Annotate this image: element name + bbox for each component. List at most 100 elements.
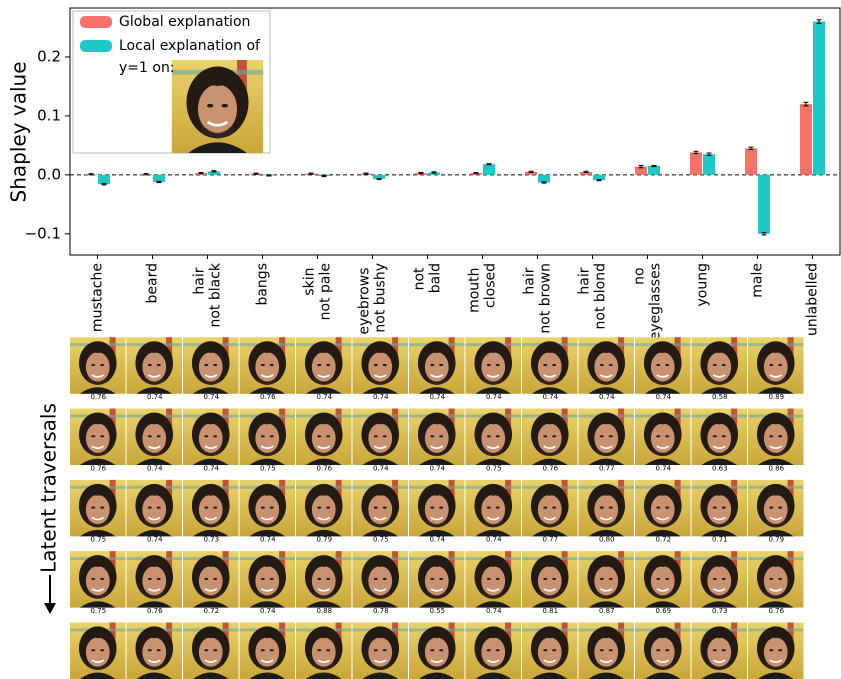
traversal-image [635, 622, 691, 679]
traversal-image [578, 408, 634, 466]
traversal-image [409, 337, 465, 394]
traversal-score: 0.74 [260, 607, 276, 615]
traversal-image [239, 479, 295, 537]
traversal-image [635, 550, 691, 608]
traversal-image [70, 408, 126, 466]
arrow-head [44, 603, 56, 614]
traversal-image [522, 479, 578, 537]
traversal-label: Latent traversals [37, 403, 61, 573]
traversal-score: 0.55 [429, 607, 445, 615]
traversal-score: 0.74 [429, 464, 445, 472]
traversal-image [183, 337, 239, 394]
traversal-image [352, 622, 408, 679]
x-tick-group: bangs [255, 263, 271, 306]
traversal-score: 0.76 [768, 607, 784, 615]
bar [758, 174, 770, 234]
bar [580, 171, 592, 175]
traversal-score: 0.74 [655, 393, 671, 401]
y-tick-label: 0.0 [37, 165, 61, 183]
traversal-image [748, 408, 804, 466]
traversal-image [465, 550, 521, 608]
x-tick-group: mustache [90, 263, 106, 332]
traversal-score: 0.74 [429, 393, 445, 401]
bar [690, 152, 702, 175]
traversal-score: 0.74 [260, 536, 276, 544]
plot-frame [69, 7, 841, 256]
traversal-image [748, 622, 804, 679]
traversal-image [578, 337, 634, 394]
x-tick-group: hair not brown [522, 263, 554, 334]
traversal-score: 0.81 [542, 607, 558, 615]
traversal-image [635, 408, 691, 466]
traversal-score: 0.74 [203, 393, 219, 401]
traversal-score: 0.74 [655, 464, 671, 472]
traversal-image [296, 622, 352, 679]
traversal-image [578, 622, 634, 679]
x-tick-label: eyebrows not bushy [357, 263, 389, 335]
bar [538, 174, 550, 183]
x-tick-label: beard [145, 263, 161, 303]
traversal-image [352, 408, 408, 466]
x-tick-group: no eyeglasses [632, 263, 664, 340]
y-tick-label: 0.2 [37, 47, 61, 65]
bar [153, 174, 165, 182]
traversal-image [70, 337, 126, 394]
x-tick-label: mouth closed [467, 263, 499, 313]
traversal-score: 0.75 [90, 536, 106, 544]
traversal-image [352, 479, 408, 537]
x-tick-label: unlabelled [805, 263, 821, 336]
traversal-score: 0.86 [768, 464, 784, 472]
x-tick-label: bangs [255, 263, 271, 306]
traversal-score: 0.74 [599, 393, 615, 401]
x-tick-label: mustache [90, 263, 106, 332]
traversal-image [352, 337, 408, 394]
bar [800, 104, 812, 175]
traversal-score: 0.75 [373, 536, 389, 544]
bar [703, 154, 715, 175]
bar [373, 174, 385, 179]
traversal-score: 0.76 [90, 393, 106, 401]
x-tick-group: hair not blond [577, 263, 609, 329]
traversal-score: 0.74 [429, 536, 445, 544]
legend: Global explanation Local explanation of y… [72, 10, 271, 154]
traversal-image [635, 337, 691, 394]
x-tick-label: hair not black [192, 262, 224, 327]
x-tick-label: not bald [412, 263, 444, 293]
traversal-image [239, 622, 295, 679]
traversal-score: 0.72 [655, 536, 671, 544]
traversal-score: 0.74 [373, 393, 389, 401]
traversal-score: 0.75 [90, 607, 106, 615]
traversal-image [409, 550, 465, 608]
legend-label: Local explanation of y=1 on: [119, 38, 264, 76]
traversal-score: 0.76 [90, 464, 106, 472]
traversal-score: 0.87 [599, 607, 615, 615]
bar [483, 164, 495, 175]
traversal-score: 0.76 [147, 607, 163, 615]
bar [208, 171, 220, 175]
y-tick-label: 0.1 [37, 106, 61, 124]
traversal-image [126, 479, 182, 537]
traversal-score: 0.74 [542, 393, 558, 401]
traversal-score: 0.80 [599, 536, 615, 544]
x-tick-label: skin not pale [302, 263, 334, 320]
traversal-score: 0.77 [599, 464, 615, 472]
traversal-score: 0.73 [712, 607, 728, 615]
traversal-score: 0.78 [373, 607, 389, 615]
y-tick-label: −0.1 [25, 224, 61, 242]
legend-label: Global explanation [119, 14, 250, 30]
traversal-image [578, 479, 634, 537]
traversal-image [691, 479, 747, 537]
traversal-image [409, 408, 465, 466]
traversal-image [748, 479, 804, 537]
traversal-image [748, 550, 804, 608]
traversal-image [183, 479, 239, 537]
traversal-image [409, 479, 465, 537]
traversal-image [465, 337, 521, 394]
traversal-image [409, 622, 465, 679]
traversal-score: 0.79 [768, 536, 784, 544]
traversal-score: 0.74 [486, 607, 502, 615]
x-tick-group: male [750, 263, 766, 298]
bar [648, 165, 660, 175]
x-tick-label: hair not blond [577, 263, 609, 329]
traversal-score: 0.74 [316, 393, 332, 401]
